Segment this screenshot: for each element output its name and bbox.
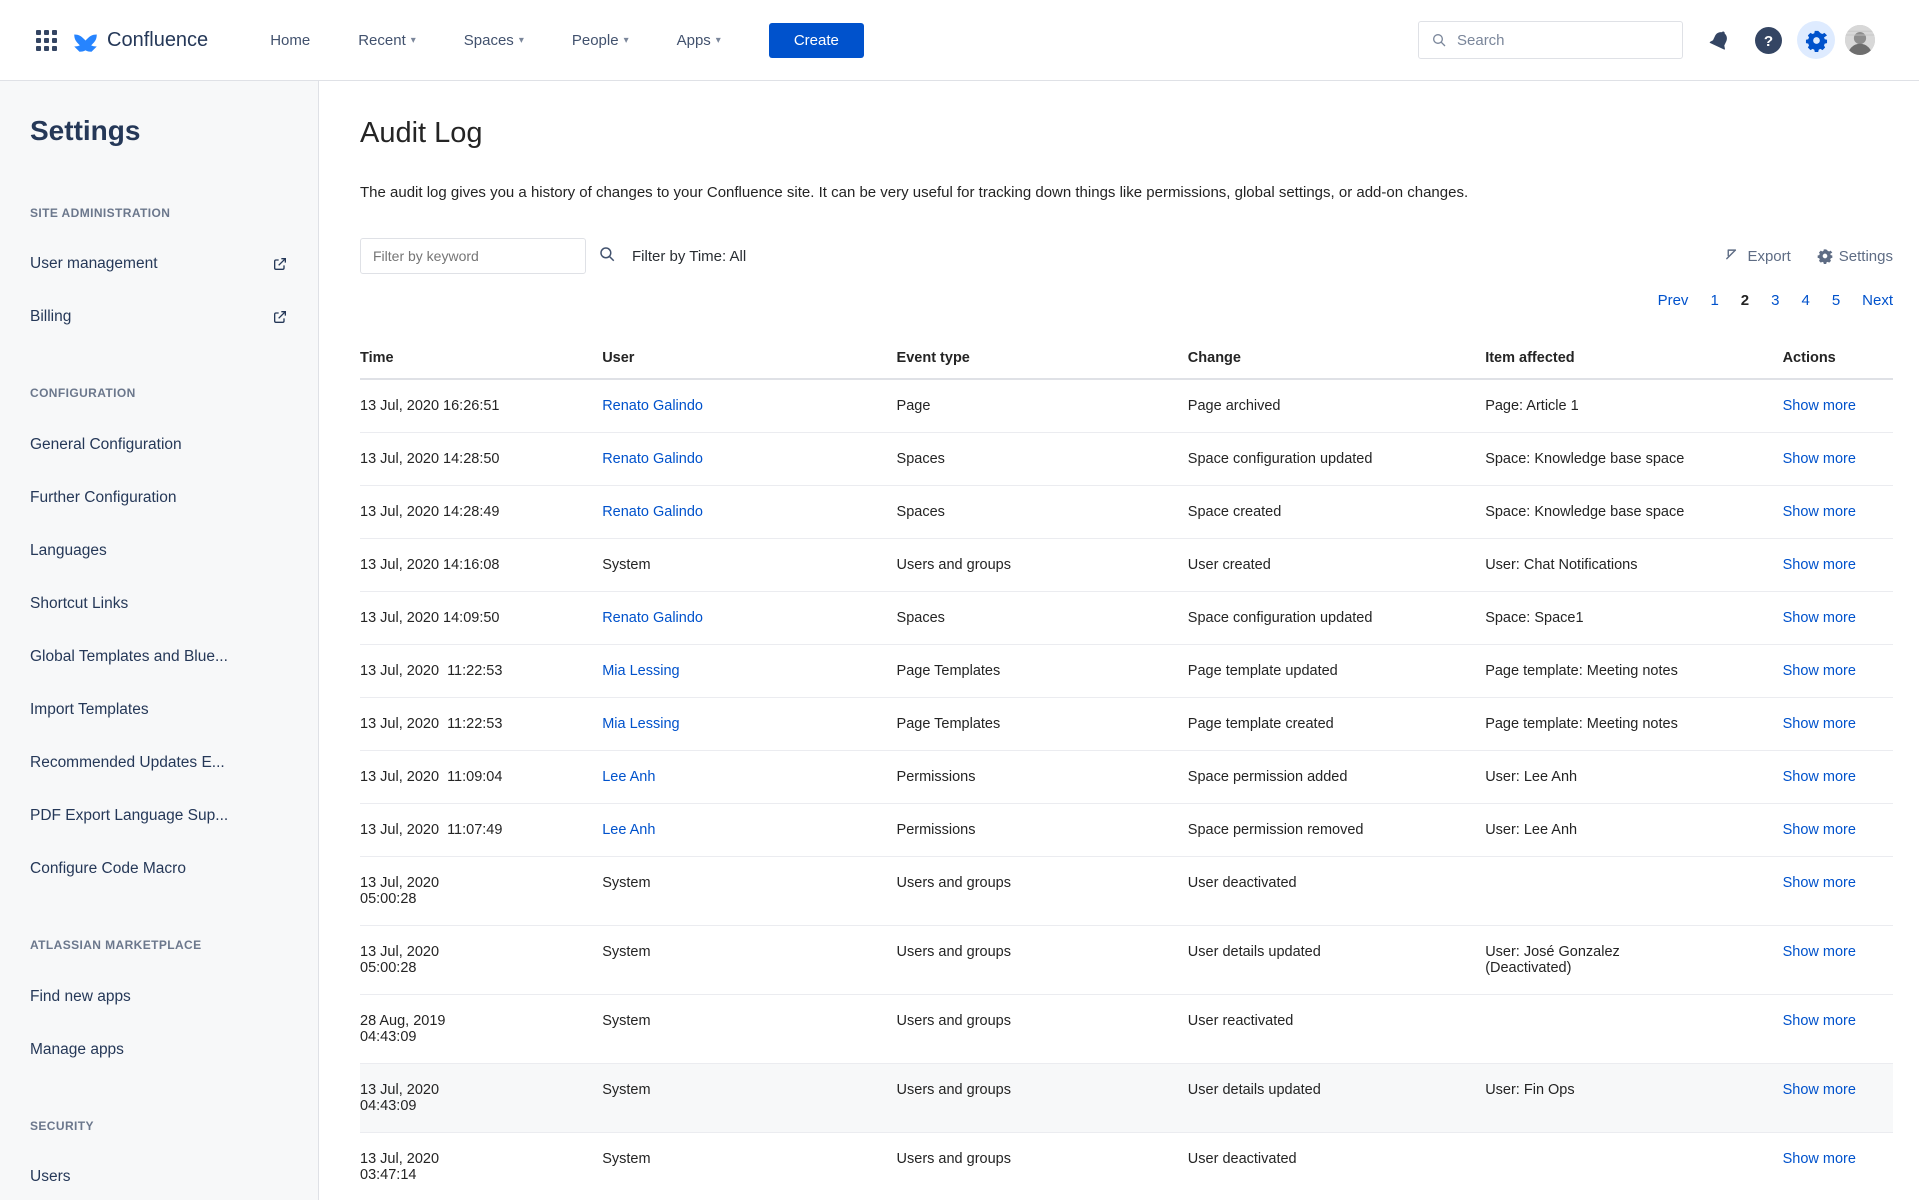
svg-text:?: ? — [1763, 32, 1772, 49]
